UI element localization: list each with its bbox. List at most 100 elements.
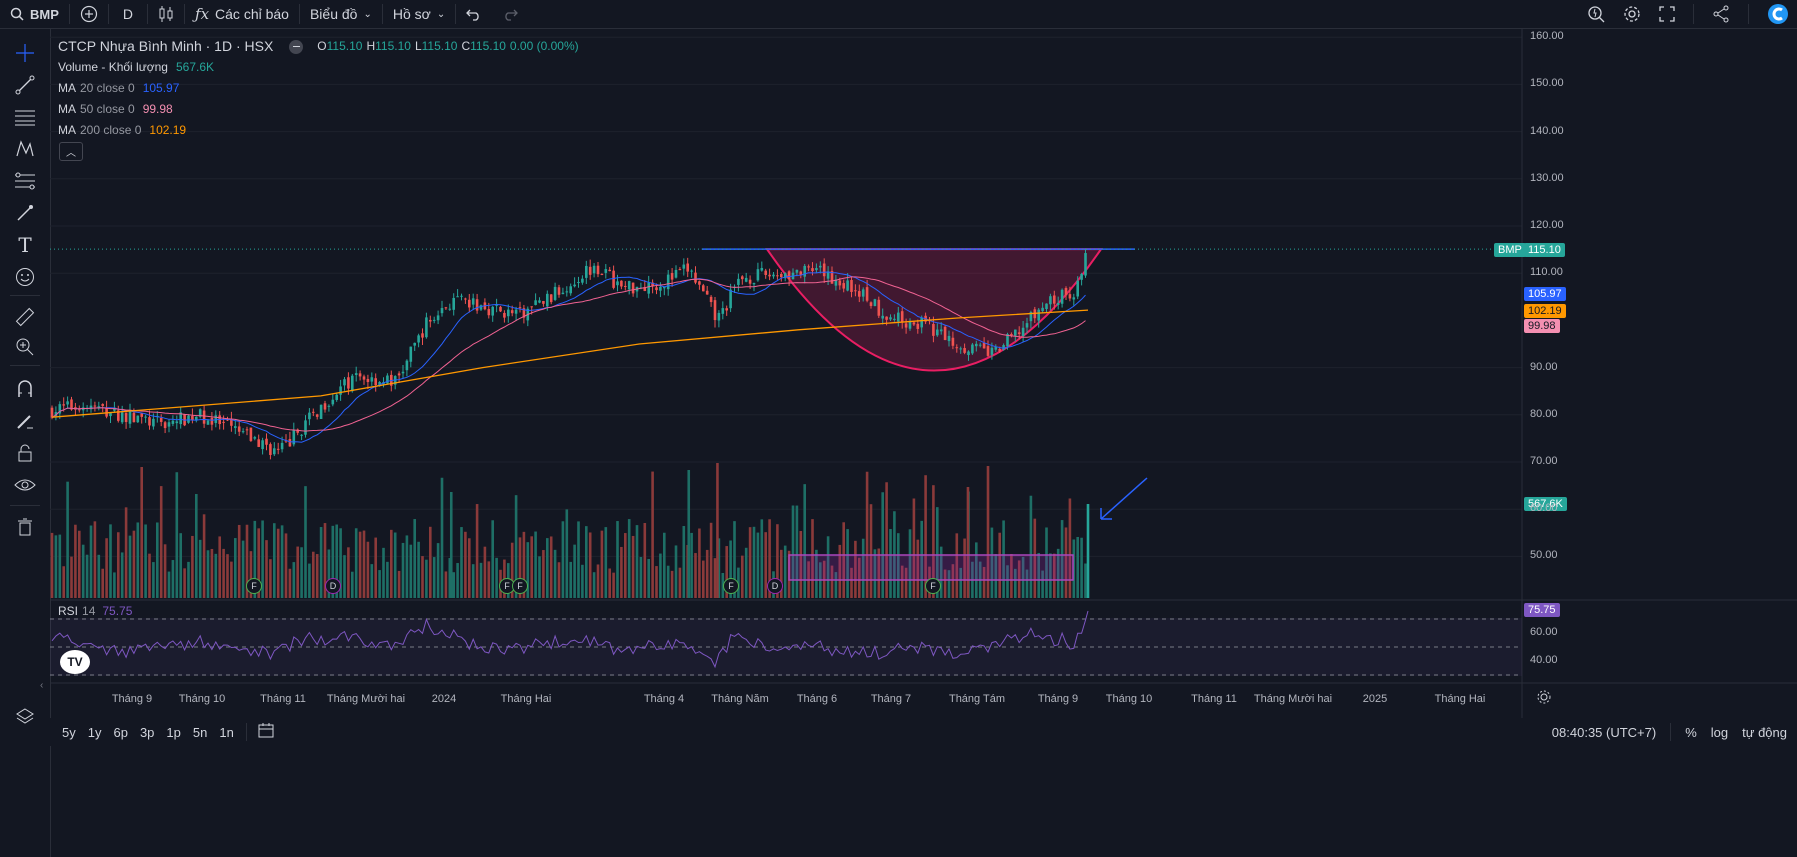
candle-body <box>1017 332 1021 335</box>
horizontal-lines-icon[interactable] <box>13 105 37 129</box>
time-tick-label: Tháng 11 <box>1191 693 1237 705</box>
legend-ma20-row[interactable]: MA 20 close 0 105.97 <box>58 78 579 99</box>
legend-ma50-row[interactable]: MA 50 close 0 99.98 <box>58 99 579 120</box>
volume-bar <box>815 549 818 598</box>
dividend-marker[interactable]: D <box>767 578 783 594</box>
share-icon[interactable] <box>1712 5 1730 23</box>
trendline-icon[interactable] <box>13 73 37 97</box>
financials-marker[interactable]: F <box>925 578 941 594</box>
minus-icon[interactable] <box>289 39 304 54</box>
zoom-in-icon[interactable] <box>13 335 37 359</box>
volume-bar <box>183 568 186 598</box>
interval-label: D <box>122 6 134 22</box>
volume-bar <box>171 560 175 598</box>
volume-bar <box>163 544 167 598</box>
range-6m[interactable]: 6p <box>113 724 128 740</box>
text-icon[interactable]: T <box>18 233 32 257</box>
layers-icon[interactable] <box>13 705 37 729</box>
volume-bar <box>101 568 104 598</box>
stay-drawing-icon[interactable] <box>13 409 37 433</box>
volume-bar <box>269 559 272 598</box>
volume-bar <box>89 525 93 598</box>
candle-body <box>620 280 623 287</box>
dividend-marker[interactable]: D <box>325 578 341 594</box>
axis-settings-icon[interactable] <box>1536 689 1552 710</box>
eye-icon[interactable] <box>13 473 37 497</box>
candle-body <box>561 292 565 295</box>
rsi-value: 75.75 <box>102 604 133 618</box>
ma50-value: 99.98 <box>142 102 173 116</box>
financials-marker[interactable]: F <box>723 578 739 594</box>
time-tick-label: Tháng Tám <box>948 693 1006 705</box>
volume-bar <box>432 557 436 598</box>
rsi-legend[interactable]: RSI 14 75.75 <box>58 604 132 618</box>
pattern-icon[interactable] <box>13 137 37 161</box>
fullscreen-icon[interactable] <box>1659 6 1675 22</box>
calendar-icon[interactable] <box>257 721 275 744</box>
trash-icon[interactable] <box>13 515 37 539</box>
volume-bar <box>760 519 764 598</box>
chart-type-button[interactable] <box>148 0 184 28</box>
volume-bar <box>670 570 674 598</box>
search-icon <box>10 7 24 21</box>
candle-body <box>982 343 986 349</box>
volume-bar <box>717 538 721 598</box>
volume-bar <box>1037 552 1040 598</box>
brush-icon[interactable] <box>13 201 37 225</box>
financials-marker[interactable]: F <box>246 578 262 594</box>
range-1m[interactable]: 1p <box>166 724 181 740</box>
chevron-left-icon[interactable]: ‹ <box>40 680 44 691</box>
financials-marker[interactable]: F <box>512 578 528 594</box>
volume-bar <box>850 567 853 598</box>
symbol-search[interactable]: BMP <box>0 0 69 28</box>
clock-time[interactable]: 08:40:35 (UTC+7) <box>1551 724 1657 740</box>
profile-menu-button[interactable]: Hồ sơ ⌄ <box>383 0 455 28</box>
volume-bar <box>542 550 545 598</box>
magnet-icon[interactable] <box>13 377 37 401</box>
redo-button[interactable] <box>492 0 528 28</box>
range-3m[interactable]: 3p <box>139 724 155 740</box>
candle-body <box>319 404 323 419</box>
crosshair-icon[interactable] <box>13 41 37 65</box>
legend-volume-row[interactable]: Volume - Khối lượng 567.6K <box>58 57 579 78</box>
percent-toggle[interactable]: % <box>1685 724 1697 740</box>
interval-button[interactable]: D <box>109 0 147 28</box>
time-tick-label: Tháng 4 <box>643 693 685 705</box>
quick-search-icon[interactable] <box>1587 5 1605 23</box>
log-toggle[interactable]: log <box>1710 724 1729 740</box>
range-1d[interactable]: 1n <box>219 724 234 740</box>
candle-body <box>152 418 155 427</box>
compare-button[interactable] <box>70 0 108 28</box>
ruler-icon[interactable] <box>13 305 37 329</box>
candle-body <box>327 405 331 407</box>
volume-bar <box>897 533 900 598</box>
time-tick-label: 2025 <box>1362 693 1388 705</box>
cup-pattern-shape <box>765 248 1103 372</box>
candle-body <box>978 344 982 346</box>
volume-bar <box>417 541 420 598</box>
volume-bar <box>1076 536 1079 598</box>
range-5d[interactable]: 5n <box>192 724 208 740</box>
legend-ma200-row[interactable]: MA 200 close 0 102.19 <box>58 120 579 141</box>
volume-bar <box>600 530 604 598</box>
emoji-icon[interactable] <box>13 265 37 289</box>
indicators-button[interactable]: ƒx Các chỉ báo <box>185 0 299 28</box>
volume-bar <box>592 572 596 598</box>
gear-icon[interactable] <box>1623 5 1641 23</box>
candle-body <box>382 382 385 385</box>
range-1y[interactable]: 1y <box>87 724 102 740</box>
chart-menu-button[interactable]: Biểu đồ ⌄ <box>300 0 382 28</box>
divider <box>147 4 149 24</box>
lock-icon[interactable] <box>13 441 37 465</box>
candle-body <box>787 271 791 280</box>
divider <box>381 4 383 24</box>
candle-body <box>429 319 432 322</box>
cup-pattern <box>50 248 1522 581</box>
volume-bar <box>479 562 483 598</box>
undo-button[interactable] <box>456 0 492 28</box>
auto-toggle[interactable]: tự động <box>1742 724 1787 740</box>
fib-icon[interactable] <box>13 169 37 193</box>
range-5y[interactable]: 5y <box>62 724 76 740</box>
volume-bar <box>226 554 229 598</box>
collapse-legend-button[interactable]: ︿ <box>59 142 83 161</box>
